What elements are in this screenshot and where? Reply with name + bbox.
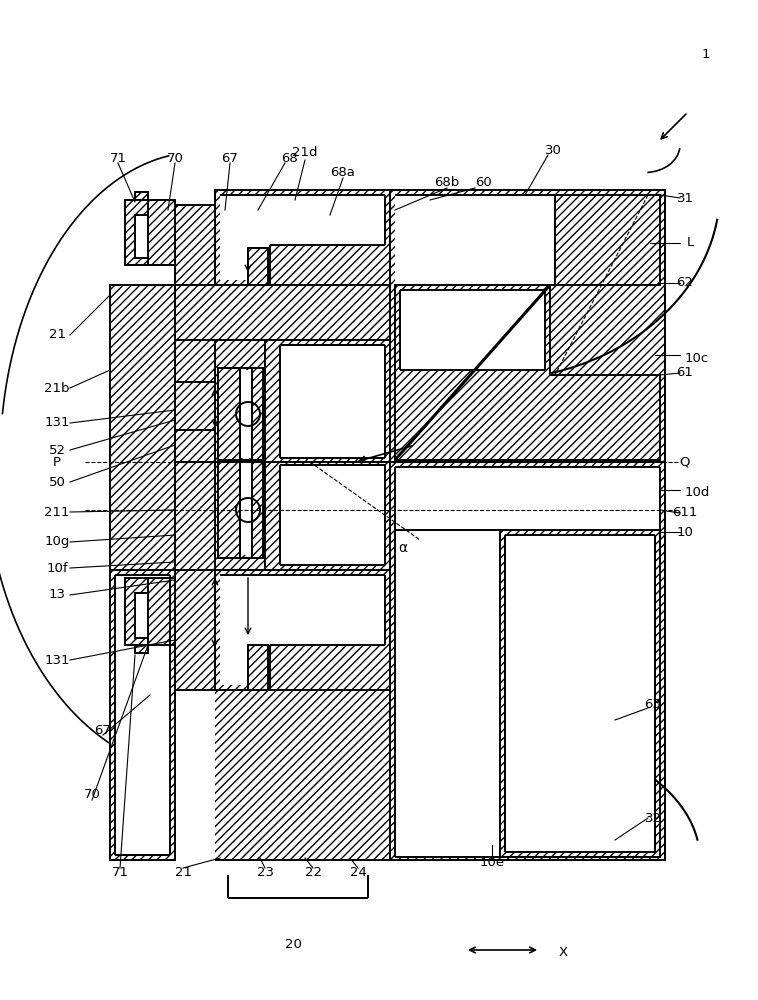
- Polygon shape: [395, 285, 550, 375]
- Polygon shape: [248, 248, 268, 285]
- Text: 71: 71: [109, 151, 127, 164]
- Polygon shape: [215, 340, 265, 462]
- Text: 52: 52: [49, 444, 65, 456]
- Polygon shape: [395, 465, 665, 860]
- Polygon shape: [215, 570, 390, 690]
- Polygon shape: [175, 382, 215, 430]
- Polygon shape: [135, 192, 148, 200]
- Polygon shape: [110, 460, 390, 860]
- Polygon shape: [395, 195, 555, 285]
- Polygon shape: [390, 190, 665, 462]
- Polygon shape: [390, 190, 665, 462]
- Polygon shape: [265, 340, 390, 462]
- Polygon shape: [395, 285, 660, 460]
- Polygon shape: [505, 535, 655, 852]
- Text: L: L: [687, 236, 694, 249]
- Polygon shape: [400, 290, 545, 370]
- Polygon shape: [265, 462, 390, 570]
- Polygon shape: [218, 462, 240, 558]
- Polygon shape: [175, 570, 215, 690]
- Text: 61: 61: [677, 366, 694, 379]
- Text: 60: 60: [475, 176, 491, 190]
- Text: 21: 21: [174, 865, 192, 879]
- Polygon shape: [110, 285, 390, 462]
- Polygon shape: [218, 462, 262, 555]
- Text: 211: 211: [44, 506, 70, 518]
- Text: 1: 1: [702, 48, 710, 62]
- Text: 67: 67: [95, 724, 111, 736]
- Text: 10e: 10e: [480, 856, 505, 868]
- Text: 10d: 10d: [685, 486, 710, 498]
- Polygon shape: [252, 368, 263, 460]
- Text: 67: 67: [221, 151, 239, 164]
- Polygon shape: [280, 345, 385, 458]
- Polygon shape: [215, 190, 390, 285]
- Text: 131: 131: [44, 654, 70, 666]
- Polygon shape: [148, 578, 175, 645]
- Polygon shape: [135, 645, 148, 653]
- Polygon shape: [248, 645, 268, 690]
- Polygon shape: [110, 190, 665, 285]
- Polygon shape: [175, 205, 215, 285]
- Text: 611: 611: [672, 506, 697, 520]
- Text: 24: 24: [349, 865, 366, 879]
- Text: 71: 71: [111, 865, 129, 879]
- Text: 70: 70: [167, 151, 183, 164]
- Text: 68a: 68a: [330, 166, 356, 180]
- Text: 30: 30: [544, 143, 562, 156]
- Polygon shape: [115, 575, 170, 855]
- Text: 21: 21: [49, 328, 65, 342]
- Polygon shape: [175, 295, 385, 460]
- Polygon shape: [175, 430, 215, 462]
- Polygon shape: [215, 462, 265, 570]
- Text: 10: 10: [677, 526, 694, 538]
- Polygon shape: [220, 195, 385, 280]
- Text: 62: 62: [677, 276, 694, 290]
- Text: 31: 31: [676, 192, 694, 205]
- Text: 13: 13: [49, 588, 65, 601]
- Polygon shape: [395, 195, 555, 285]
- Text: 21b: 21b: [44, 381, 70, 394]
- Polygon shape: [395, 467, 660, 857]
- Polygon shape: [175, 462, 385, 870]
- Polygon shape: [110, 285, 175, 860]
- Polygon shape: [218, 368, 240, 460]
- Text: 10g: 10g: [44, 536, 70, 548]
- Text: X: X: [559, 946, 568, 960]
- Polygon shape: [125, 200, 148, 265]
- Text: 23: 23: [256, 865, 274, 879]
- Polygon shape: [175, 462, 215, 570]
- Polygon shape: [148, 200, 175, 265]
- Text: 32: 32: [644, 812, 662, 824]
- Polygon shape: [125, 578, 148, 645]
- Text: Q: Q: [680, 456, 691, 468]
- Polygon shape: [218, 370, 262, 458]
- Polygon shape: [500, 530, 660, 857]
- Text: 68b: 68b: [434, 176, 459, 190]
- Text: 20: 20: [284, 938, 302, 952]
- Text: α: α: [399, 541, 408, 555]
- Text: 63: 63: [644, 698, 662, 712]
- Polygon shape: [175, 285, 390, 340]
- Text: P: P: [53, 456, 61, 468]
- Text: 10f: 10f: [46, 562, 67, 574]
- Polygon shape: [110, 462, 390, 860]
- Polygon shape: [390, 462, 665, 860]
- Polygon shape: [395, 375, 660, 458]
- Text: 21d: 21d: [293, 145, 318, 158]
- Polygon shape: [252, 462, 263, 558]
- Polygon shape: [280, 465, 385, 565]
- Polygon shape: [555, 195, 660, 285]
- Text: 131: 131: [44, 416, 70, 430]
- Polygon shape: [220, 575, 385, 685]
- Text: 68: 68: [282, 151, 299, 164]
- Text: 22: 22: [305, 865, 321, 879]
- Polygon shape: [390, 462, 665, 860]
- Text: 10c: 10c: [685, 352, 709, 364]
- Text: 50: 50: [49, 476, 65, 488]
- Text: 70: 70: [83, 788, 101, 802]
